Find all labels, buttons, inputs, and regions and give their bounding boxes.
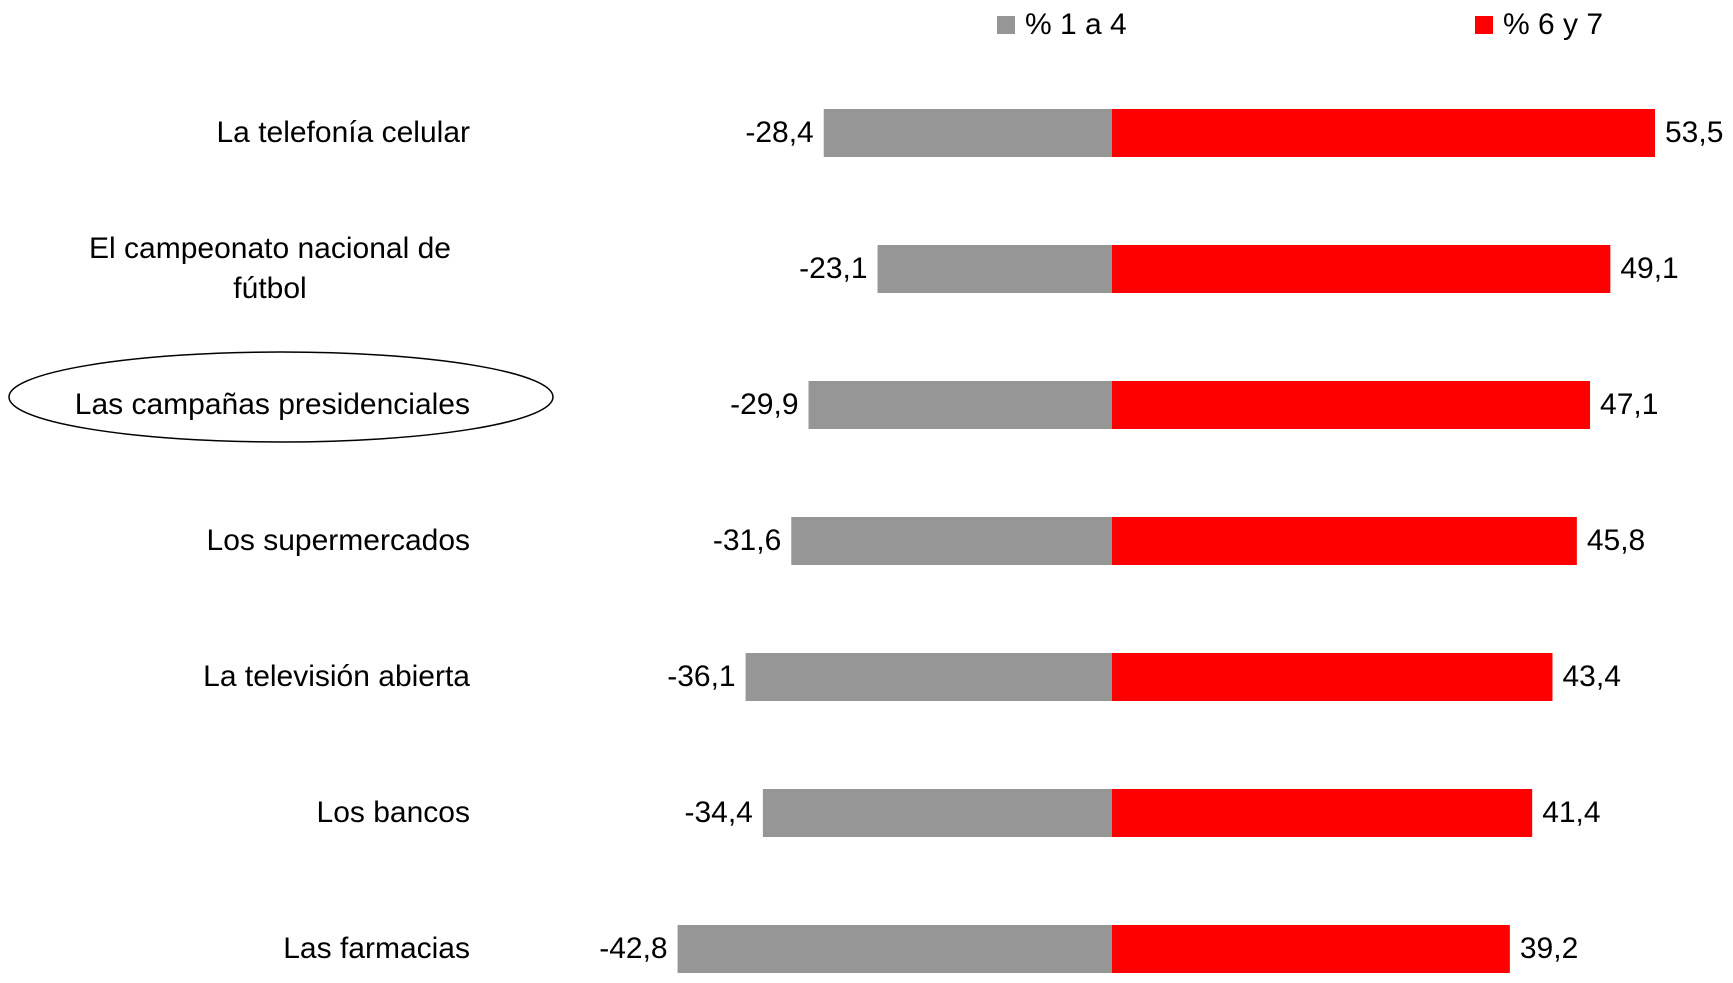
bar (877, 245, 1112, 293)
category-text: La telefonía celular (216, 116, 470, 149)
value-label: -29,9 (730, 388, 798, 421)
category-label: La televisión abierta (10, 657, 470, 697)
value-label: 53,5 (1665, 116, 1723, 149)
category-label: Los bancos (10, 793, 470, 833)
category-label: La telefonía celular (10, 113, 470, 153)
legend-label: % 6 y 7 (1503, 8, 1603, 41)
category-label: Las farmacias (10, 929, 470, 969)
bar (791, 517, 1112, 565)
legend-swatch (997, 16, 1015, 34)
bar (823, 109, 1112, 157)
value-label: -42,8 (599, 932, 667, 965)
value-label: 43,4 (1562, 660, 1620, 693)
value-label: -31,6 (713, 524, 781, 557)
value-label: -34,4 (684, 796, 752, 829)
bar (1112, 925, 1510, 973)
bar (808, 381, 1112, 429)
bar (1112, 517, 1577, 565)
category-label: El campeonato nacional de fútbol (10, 229, 470, 309)
legend-label: % 1 a 4 (1025, 8, 1127, 41)
bar (762, 789, 1112, 837)
bar (745, 653, 1112, 701)
value-label: 41,4 (1542, 796, 1600, 829)
category-text: Los supermercados (206, 524, 470, 557)
bar (677, 925, 1112, 973)
bar (1112, 381, 1591, 429)
category-text: Las campañas presidenciales (74, 388, 470, 421)
bar (1112, 789, 1533, 837)
value-label: 49,1 (1620, 252, 1678, 285)
category-text: Los bancos (316, 796, 470, 829)
legend-swatch (1475, 16, 1493, 34)
highlight-ellipse (8, 351, 554, 443)
category-label: Las campañas presidenciales (10, 385, 470, 425)
category-text: El campeonato nacional de fútbol (89, 232, 451, 305)
category-label: Los supermercados (10, 521, 470, 561)
bar (1112, 109, 1655, 157)
value-label: 47,1 (1600, 388, 1658, 421)
bar (1112, 653, 1553, 701)
value-label: -23,1 (799, 252, 867, 285)
value-label: 45,8 (1587, 524, 1645, 557)
value-label: 39,2 (1520, 932, 1578, 965)
bar (1112, 245, 1611, 293)
category-text: Las farmacias (283, 932, 470, 965)
value-label: -28,4 (745, 116, 813, 149)
category-text: La televisión abierta (203, 660, 470, 693)
value-label: -36,1 (667, 660, 735, 693)
